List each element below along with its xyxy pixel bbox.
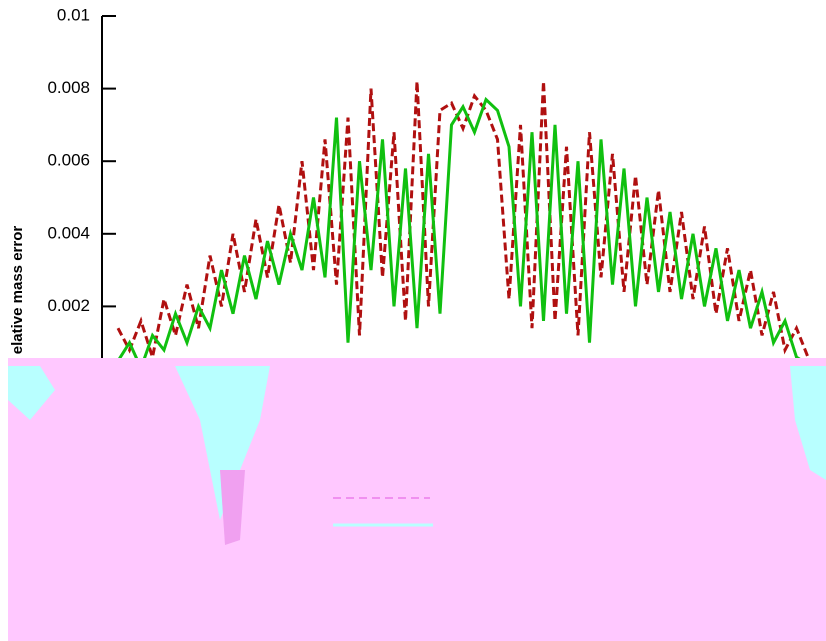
chart: elative mass error 0.0020.0040.0060.0080… [0, 0, 826, 641]
y-tick-label: 0.008 [47, 78, 90, 97]
y-axis-label: elative mass error [9, 226, 26, 355]
overlay [8, 358, 826, 641]
y-tick-label: 0.01 [57, 5, 90, 24]
overlay-panel [8, 358, 826, 641]
y-tick-label: 0.002 [47, 296, 90, 315]
page: {"chart_data": {"type": "line", "y_label… [0, 0, 826, 641]
y-tick-label: 0.006 [47, 151, 90, 170]
series-line [118, 81, 808, 357]
y-tick-label: 0.004 [47, 223, 90, 242]
plot-area: 0.002 0.004 0.006 0.008 0.01 [47, 5, 808, 368]
